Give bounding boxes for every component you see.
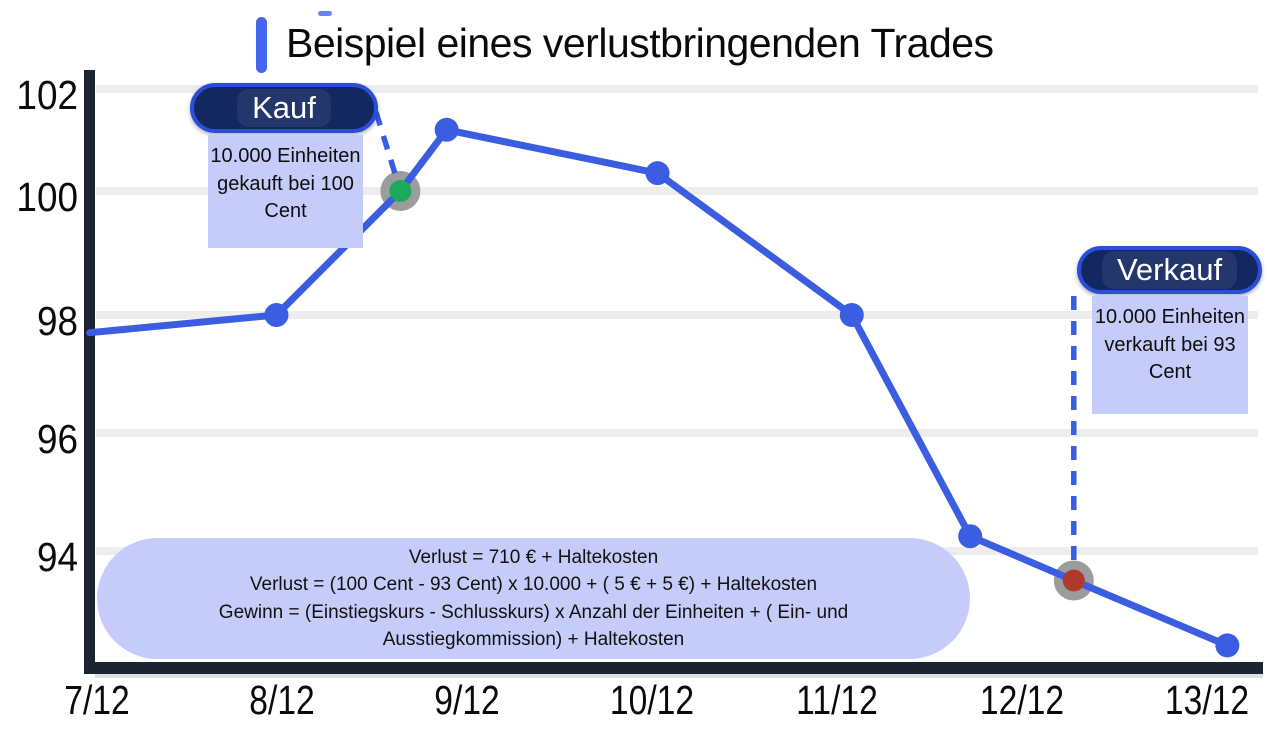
- loss-formula-callout: Verlust = 710 € + Haltekosten Verlust = …: [97, 538, 970, 659]
- x-tick-label: 10/12: [609, 677, 695, 723]
- sell-note-box: 10.000 Einheiten verkauft bei 93 Cent: [1092, 296, 1248, 414]
- sell-label-pill: Verkauf: [1077, 246, 1262, 294]
- x-axis-shadow: [95, 674, 1263, 678]
- formula-line-2: Verlust = (100 Cent - 93 Cent) x 10.000 …: [249, 574, 818, 595]
- buy-note-box: 10.000 Einheiten gekauft bei 100 Cent: [208, 135, 363, 248]
- y-axis-line: [84, 70, 95, 674]
- title-accent-bar-icon: [256, 17, 267, 73]
- x-tick-label: 8/12: [249, 677, 315, 723]
- x-tick-label: 13/12: [1164, 677, 1250, 723]
- sell-label-text: Verkauf: [1101, 251, 1238, 289]
- buy-label-pill: Kauf: [190, 83, 378, 133]
- x-tick-label: 12/12: [979, 677, 1065, 723]
- grid-line: [96, 85, 1258, 93]
- x-tick-label: 11/12: [796, 677, 878, 723]
- buy-label-text: Kauf: [237, 89, 331, 127]
- y-tick-label: 98: [36, 298, 78, 344]
- formula-line-1: Verlust = 710 € + Haltekosten: [408, 546, 659, 568]
- formula-line-3: Gewinn = (Einstiegskurs - Schlusskurs) x…: [218, 601, 849, 651]
- title-speck-icon: [318, 11, 332, 16]
- y-tick-label: 94: [36, 534, 78, 580]
- x-tick-label: 7/12: [64, 677, 130, 723]
- x-axis-line: [84, 662, 1263, 674]
- y-tick-label: 102: [16, 72, 78, 118]
- grid-line: [96, 311, 1258, 319]
- chart-title: Beispiel eines verlustbringenden Trades: [286, 20, 994, 66]
- grid-line: [96, 429, 1258, 437]
- y-tick-label: 96: [36, 416, 78, 462]
- y-tick-label: 100: [16, 174, 78, 220]
- loss-formula-text: Verlust = 710 € + Haltekosten Verlust = …: [181, 544, 886, 654]
- x-tick-label: 9/12: [434, 677, 500, 723]
